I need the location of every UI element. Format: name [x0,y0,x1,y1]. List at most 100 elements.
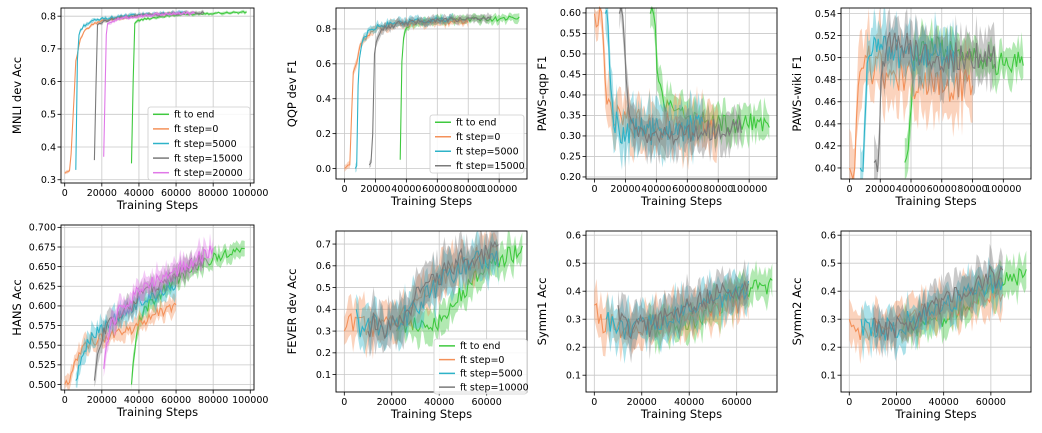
plot-frame [840,7,1032,180]
y-tick-label: 0.52 [815,31,836,42]
y-axis-label: PAWS-qqp F1 [535,56,549,132]
y-tick-label: 0.3 [41,175,56,186]
x-tick-label: 100000 [985,184,1021,195]
series-line-green [646,277,773,338]
x-tick-label: 0 [62,188,68,199]
legend: ft to end ft step=0 ft step=5000 ft step=10… [433,338,529,395]
x-tick-label: 60000 [672,184,702,195]
y-tick-label: 0.20 [560,172,581,183]
y-tick-label: 0.2 [316,348,331,359]
y-tick-label: 0.1 [566,371,581,382]
y-tick-label: 0.5 [316,283,331,294]
y-tick-label: 0.30 [560,131,581,142]
series-line-cyan [75,281,177,381]
band-cyan [75,9,186,172]
band-green [646,260,773,355]
subplot-5: 0 20000 40000 60000 80000 100000 0.500 0.525 0.5… [10,223,268,419]
y-tick-label: 0.550 [29,341,56,352]
x-tick-label: 80000 [198,188,228,199]
x-tick-label: 40000 [391,184,421,195]
x-tick-label: 20000 [360,184,390,195]
x-tick-label: 20000 [865,184,895,195]
x-tick-label: 80000 [198,395,228,406]
y-tick-label: 0.2 [566,343,581,354]
band-orange [594,8,719,171]
legend-label: ft to end [174,110,214,121]
y-tick-label: 0.42 [815,141,836,152]
band-gray [618,259,749,364]
plot-frame [335,7,528,180]
x-tick-label: 60000 [927,184,957,195]
y-tick-label: 0.675 [29,242,56,253]
plot-frame [840,230,1032,393]
y-tick-label: 0.35 [560,111,581,122]
y-tick-label: 0.4 [316,305,331,316]
y-tick-label: 0.4 [566,287,581,298]
series-line-green [130,10,247,164]
y-tick-label: 0.55 [560,29,581,40]
x-axis-label: Training Steps [894,407,976,421]
x-tick-label: 20000 [610,184,640,195]
y-tick-label: 0.6 [41,77,56,88]
legend: ft to end ft step=0 ft step=5000 ft step=15… [147,106,251,181]
y-tick-label: 0.650 [29,262,56,273]
x-tick-label: 60000 [422,184,452,195]
x-tick-label: 40000 [674,397,704,408]
y-tick-label: 0.7 [41,44,56,55]
x-axis-label: Training Steps [116,405,198,419]
x-tick-label: 0 [341,397,347,408]
y-tick-label: 0.2 [821,343,836,354]
y-tick-label: 0.6 [316,59,331,70]
y-tick-label: 0.3 [316,326,331,337]
x-tick-label: 0 [591,184,597,195]
series-line-pink [103,11,196,157]
series-line-gray [93,11,205,161]
x-tick-label: 0 [62,395,68,406]
y-axis-label: QQP dev F1 [285,60,299,127]
y-tick-label: 0.5 [821,259,836,270]
band-cyan [75,271,177,388]
x-tick-label: 40000 [124,188,154,199]
x-axis-label: Training Steps [116,198,198,212]
y-axis-label: HANS Acc [10,279,24,335]
y-tick-label: 0.8 [316,24,331,35]
legend-label: ft step=5000 [460,369,523,380]
legend-box [433,338,528,395]
y-tick-label: 0.700 [29,223,56,234]
subplot-6: 0 20000 40000 60000 0.1 0.2 0.3 0.4 0.5 0.6 0.7 Tra… [285,230,529,421]
y-tick-label: 0.575 [29,321,56,332]
x-tick-label: 0 [846,397,852,408]
y-tick-label: 0.46 [815,97,836,108]
series-line-orange [594,291,750,339]
x-tick-label: 0 [846,184,852,195]
subplot-1: 0 20000 40000 60000 80000 100000 0.3 0.4 0.5 0.6 0… [10,7,268,212]
legend-label: ft step=0 [456,132,500,143]
band-green [904,17,1024,179]
band-cyan [861,256,1003,362]
x-tick-label: 20000 [87,188,117,199]
legend-box [429,114,525,174]
x-axis-label: Training Steps [390,194,472,208]
x-tick-label: 100000 [481,184,517,195]
x-tick-label: 60000 [472,397,502,408]
y-tick-label: 0.4 [316,94,331,105]
series-line-cyan [604,9,704,146]
y-tick-label: 0.40 [560,90,581,101]
band-cyan [860,8,958,179]
legend-label: ft step=5000 [456,147,519,158]
legend-label: ft step=20000 [174,168,243,179]
series-line-orange [343,245,500,337]
y-axis-label: MNLI dev Acc [10,57,24,134]
y-axis-label: Symm2 Acc [790,278,804,346]
series-line-gray [617,280,750,340]
x-tick-label: 20000 [881,397,911,408]
y-tick-label: 0.50 [815,53,836,64]
series-line-green [900,267,1027,337]
x-tick-label: 20000 [627,397,657,408]
y-tick-label: 0.40 [815,163,836,174]
x-tick-label: 20000 [377,397,407,408]
x-tick-label: 100000 [232,395,268,406]
